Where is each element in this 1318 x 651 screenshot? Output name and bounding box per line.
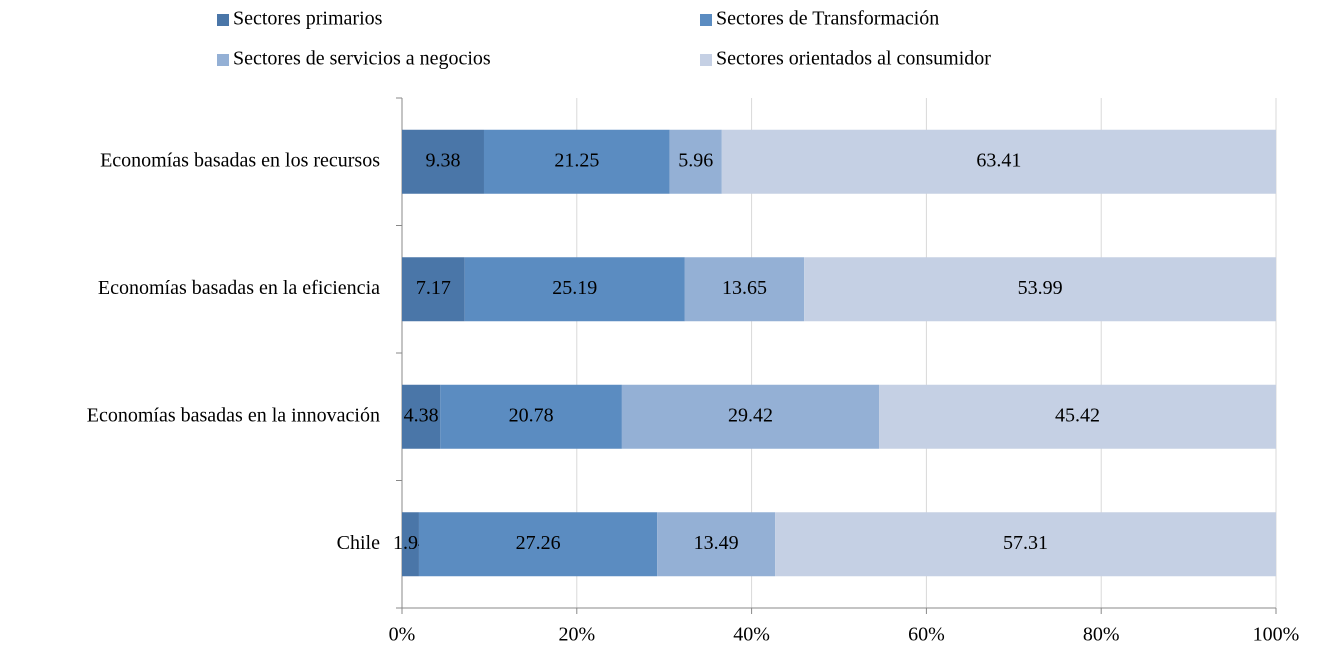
x-tick-label: 20% — [558, 624, 595, 646]
bar-segment — [669, 129, 722, 194]
legend-swatch — [700, 14, 712, 26]
bar-segment — [657, 512, 776, 577]
bar-segment — [804, 257, 1276, 322]
bar-segment — [684, 257, 805, 322]
x-tick-label: 100% — [1253, 624, 1300, 646]
data-label: 20.78 — [509, 404, 554, 426]
legend-swatch — [700, 54, 712, 66]
bar-segment — [721, 129, 1276, 194]
data-label: 29.42 — [728, 404, 773, 426]
x-tick-label: 40% — [733, 624, 770, 646]
bar-segment — [775, 512, 1276, 577]
bar-segment — [879, 384, 1276, 449]
legend-swatch — [217, 54, 229, 66]
bar-segment — [621, 384, 880, 449]
bar-segment — [402, 512, 419, 577]
legend-label: Sectores de Transformación — [716, 8, 939, 30]
bar-segment — [483, 129, 670, 194]
y-tick-label: Economías basadas en la innovación — [87, 404, 380, 426]
data-label: 4.38 — [404, 404, 439, 426]
x-tick-label: 60% — [908, 624, 945, 646]
data-label: 21.25 — [554, 149, 599, 171]
bar-segment — [418, 512, 658, 577]
data-label: 13.49 — [694, 532, 739, 554]
bar-segment — [440, 384, 622, 449]
legend-label: Sectores primarios — [233, 8, 383, 30]
y-tick-label: Economías basadas en los recursos — [100, 149, 380, 171]
bar-segment — [402, 257, 465, 322]
bar-segment — [402, 384, 441, 449]
data-label: 13.65 — [722, 277, 767, 299]
data-label: 27.26 — [516, 532, 561, 554]
x-tick-label: 0% — [389, 624, 416, 646]
legend-swatch — [217, 14, 229, 26]
data-label: 45.42 — [1055, 404, 1100, 426]
data-label: 9.38 — [425, 149, 460, 171]
data-label: 25.19 — [552, 277, 597, 299]
data-label: 57.31 — [1003, 532, 1048, 554]
data-label: 7.17 — [416, 277, 451, 299]
x-tick-label: 80% — [1083, 624, 1120, 646]
data-label: 5.96 — [678, 149, 713, 171]
data-label: 53.99 — [1018, 277, 1063, 299]
bar-segment — [464, 257, 685, 322]
legend-label: Sectores orientados al consumidor — [716, 48, 991, 70]
data-label: 63.41 — [976, 149, 1021, 171]
y-tick-label: Economías basadas en la eficiencia — [98, 277, 380, 299]
y-tick-label: Chile — [337, 532, 380, 554]
bar-segment — [402, 129, 484, 194]
legend-label: Sectores de servicios a negocios — [233, 48, 491, 70]
